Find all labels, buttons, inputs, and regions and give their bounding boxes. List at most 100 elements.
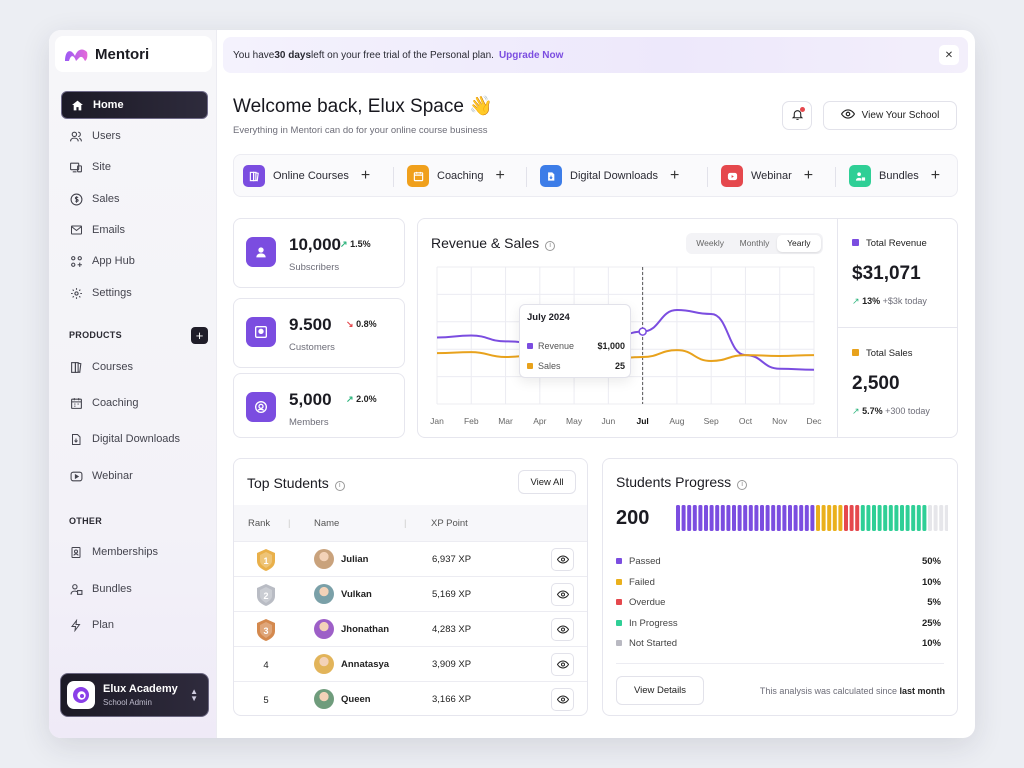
- progress-bar-in-progress: [883, 505, 888, 531]
- account-name: Elux Academy: [103, 683, 178, 695]
- progress-bar-passed: [709, 505, 714, 531]
- quick-create-bar: Online Courses + Coaching + Digital Download…: [233, 154, 958, 197]
- progress-legend-item: Overdue 5%: [616, 597, 941, 608]
- sidebar-item-label: Memberships: [92, 546, 159, 558]
- coaching-icon: [407, 165, 429, 187]
- subscribers-icon: [246, 237, 276, 267]
- progress-bar-in-progress: [922, 505, 927, 531]
- legend-swatch: [616, 619, 622, 626]
- progress-bar-strip: [676, 505, 948, 531]
- view-student-button[interactable]: [551, 548, 574, 571]
- view-details-button[interactable]: View Details: [616, 676, 704, 705]
- sidebar-item-label: Digital Downloads: [92, 433, 181, 445]
- view-student-button[interactable]: [551, 653, 574, 676]
- sidebar-item-site[interactable]: Site: [61, 153, 208, 181]
- account-switcher[interactable]: Elux Academy School Admin ▲ ▼: [60, 673, 209, 717]
- create-bundles-button[interactable]: Bundles +: [849, 165, 940, 187]
- progress-bar-overdue: [855, 505, 860, 531]
- progress-bar-passed: [754, 505, 759, 531]
- trial-banner: You have 30 days left on your free trial…: [223, 37, 968, 73]
- x-tick-label: Aug: [669, 416, 684, 426]
- progress-bar-in-progress: [894, 505, 899, 531]
- sidebar-item-app-hub[interactable]: App Hub: [61, 247, 208, 275]
- student-xp: 3,166 XP: [432, 694, 472, 705]
- student-xp: 5,169 XP: [432, 589, 472, 600]
- period-yearly[interactable]: Yearly: [776, 235, 821, 252]
- legend-label: Overdue: [629, 597, 666, 608]
- upgrade-now-link[interactable]: Upgrade Now: [498, 49, 564, 61]
- eye-icon: [840, 109, 855, 122]
- student-name: Julian: [341, 554, 369, 565]
- sidebar-item-coaching[interactable]: Coaching: [61, 389, 208, 417]
- other-section-label: OTHER: [69, 516, 102, 526]
- products-section-label: PRODUCTS: [69, 330, 122, 340]
- sidebar-item-memberships[interactable]: Memberships: [61, 538, 208, 566]
- table-row: 3 Jhonathan 4,283 XP: [234, 611, 587, 646]
- add-product-button[interactable]: +: [191, 327, 208, 344]
- sidebar-item-label: Sales: [92, 193, 120, 205]
- progress-bar-in-progress: [900, 505, 904, 531]
- sidebar-item-home[interactable]: Home: [61, 91, 208, 119]
- progress-bar-passed: [704, 505, 708, 531]
- divider: [835, 167, 836, 187]
- sidebar-item-plan[interactable]: Plan: [61, 611, 208, 639]
- notifications-button[interactable]: [782, 101, 812, 130]
- student-name: Vulkan: [341, 589, 372, 600]
- progress-bar-in-progress: [866, 505, 871, 531]
- sidebar-item-users[interactable]: Users: [61, 122, 208, 150]
- view-student-button[interactable]: [551, 688, 574, 711]
- brand-logo[interactable]: Mentori: [55, 36, 212, 72]
- students-table-header: Rank | Name | XP Point: [234, 505, 587, 541]
- col-xp: XP Point: [431, 518, 468, 529]
- sidebar-item-courses[interactable]: Courses: [61, 353, 208, 381]
- x-tick-label: Sep: [704, 416, 719, 426]
- period-weekly[interactable]: Weekly: [696, 238, 725, 248]
- progress-bar-passed: [687, 505, 692, 531]
- sidebar-item-digital-downloads[interactable]: Digital Downloads: [61, 425, 208, 453]
- page-title: Welcome back, Elux Space 👋: [233, 96, 493, 117]
- progress-note: This analysis was calculated since last …: [759, 686, 945, 696]
- student-name: Jhonathan: [341, 624, 390, 635]
- legend-pct: 10%: [921, 638, 941, 649]
- student-xp: 6,937 XP: [432, 554, 472, 565]
- progress-bar-passed: [743, 505, 748, 531]
- avatar: [314, 619, 334, 639]
- account-role: School Admin: [103, 698, 152, 707]
- total-revenue-value: $31,071: [852, 263, 921, 284]
- rank-number: 5: [263, 694, 269, 706]
- stat-card-subscribers: 10,000 ↗ 1.5% Subscribers: [233, 218, 405, 288]
- revenue-title: Revenue & Sales i: [431, 235, 556, 251]
- view-school-button[interactable]: View Your School: [823, 101, 957, 130]
- progress-bar-passed: [676, 505, 680, 531]
- sidebar-item-bundles[interactable]: Bundles: [61, 575, 208, 603]
- table-row: 4 Annatasya 3,909 XP: [234, 646, 587, 681]
- progress-bar-failed: [821, 505, 826, 531]
- create-webinar-button[interactable]: Webinar +: [721, 165, 813, 187]
- legend-swatch: [616, 578, 622, 585]
- view-all-button[interactable]: View All: [518, 470, 576, 494]
- create-online-courses-button[interactable]: Online Courses +: [243, 165, 370, 187]
- progress-bar-passed: [782, 505, 787, 531]
- svg-text:3: 3: [263, 626, 268, 636]
- view-student-button[interactable]: [551, 583, 574, 606]
- sidebar-item-label: Home: [93, 99, 124, 111]
- sidebar-item-settings[interactable]: Settings: [61, 279, 208, 307]
- info-icon[interactable]: i: [737, 480, 748, 490]
- sidebar-item-webinar[interactable]: Webinar: [61, 462, 208, 490]
- create-coaching-button[interactable]: Coaching +: [407, 165, 505, 187]
- eye-icon: [556, 555, 569, 564]
- info-icon[interactable]: i: [334, 481, 345, 491]
- chevron-up-down-icon: ▲ ▼: [190, 687, 198, 703]
- sidebar-item-sales[interactable]: Sales: [61, 185, 208, 213]
- stat-label: Customers: [289, 342, 335, 353]
- progress-bar-passed: [681, 505, 686, 531]
- close-icon[interactable]: ✕: [939, 45, 959, 65]
- sidebar-item-emails[interactable]: Emails: [61, 216, 208, 244]
- progress-bar-failed: [827, 505, 832, 531]
- info-icon[interactable]: i: [545, 241, 556, 251]
- period-monthly[interactable]: Monthly: [739, 238, 770, 248]
- x-tick-label: Jul: [636, 416, 648, 426]
- view-student-button[interactable]: [551, 618, 574, 641]
- create-digital-downloads-button[interactable]: Digital Downloads +: [540, 165, 679, 187]
- total-revenue-change: ↗ 13% +$3k today: [852, 296, 927, 306]
